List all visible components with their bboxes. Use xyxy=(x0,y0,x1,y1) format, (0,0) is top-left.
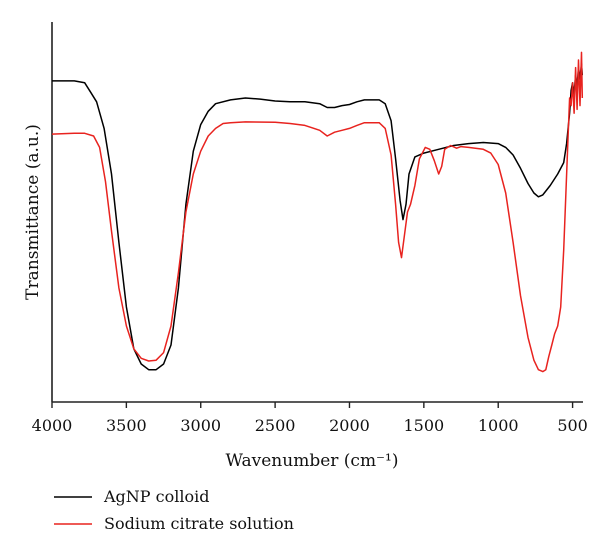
legend-label-1: AgNP colloid xyxy=(103,487,209,506)
x-tick-label-2500: 2500 xyxy=(255,416,296,435)
x-tick-label-2000: 2000 xyxy=(329,416,370,435)
x-tick-label-3500: 3500 xyxy=(106,416,147,435)
series-line-1 xyxy=(52,63,584,371)
x-tick-label-1000: 1000 xyxy=(478,416,519,435)
x-tick-label-1500: 1500 xyxy=(403,416,444,435)
y-axis-title: Transmittance (a.u.) xyxy=(23,124,43,300)
x-tick-label-4000: 4000 xyxy=(32,416,73,435)
legend-label-2: Sodium citrate solution xyxy=(104,514,294,533)
legend: AgNP colloid Sodium citrate solution xyxy=(54,487,294,533)
x-axis-title: Wavenumber (cm⁻¹) xyxy=(226,451,399,471)
x-tick-label-3000: 3000 xyxy=(180,416,221,435)
x-tick-label-500: 500 xyxy=(557,416,588,435)
plot-area: 4000 3500 3000 2500 2000 1500 1000 500 xyxy=(32,22,588,435)
series-line-2 xyxy=(51,51,584,373)
